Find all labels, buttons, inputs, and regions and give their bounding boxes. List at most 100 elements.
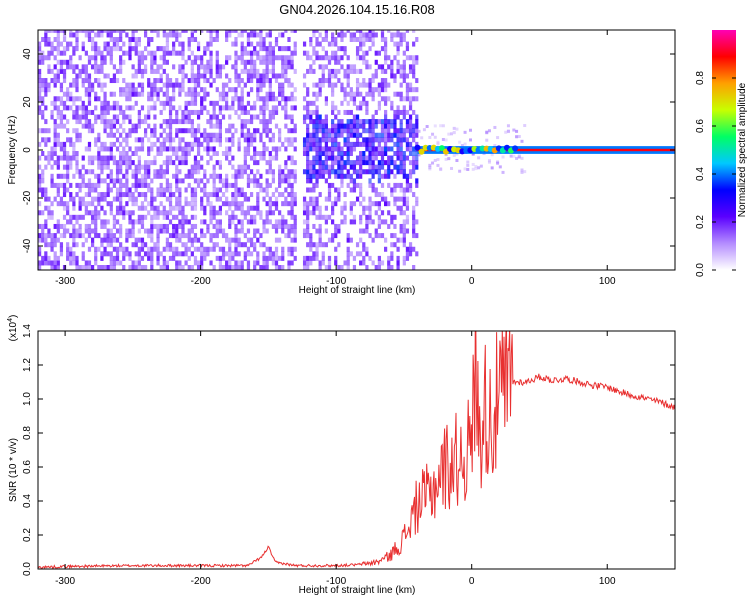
heatmap-cell [97, 132, 101, 138]
heatmap-cell [122, 182, 126, 188]
heatmap-cell [355, 141, 360, 147]
heatmap-cell [368, 201, 372, 207]
heatmap-cell [75, 214, 79, 220]
heatmap-cell [38, 187, 42, 193]
heatmap-cell [147, 201, 151, 207]
heatmap-cell [271, 223, 275, 229]
heatmap-cell [125, 32, 129, 38]
heatmap-cell [234, 41, 238, 47]
heatmap-cell [284, 219, 288, 225]
heatmap-cell [62, 151, 67, 156]
heatmap-cell [109, 210, 113, 216]
heatmap-cell [147, 251, 151, 257]
heatmap-cell [119, 182, 123, 188]
heatmap-cell [106, 73, 110, 79]
heatmap-cell [396, 151, 400, 156]
heatmap-cell [234, 68, 238, 74]
heatmap-cell [334, 105, 338, 111]
heatmap-cell [72, 255, 76, 261]
heatmap-cell [115, 228, 120, 234]
heatmap-cell [324, 32, 328, 38]
heatmap-cell [200, 246, 204, 252]
heatmap-cell [284, 114, 288, 120]
snr-panel: -300 -200 -100 0 100 0.00.20.40.60.81.01.21.… [7, 315, 676, 596]
heatmap-cell [190, 123, 194, 129]
heatmap-cell [193, 55, 198, 61]
heatmap-cell [137, 228, 141, 234]
x-tick-label: -100 [326, 276, 346, 287]
heatmap-cell [334, 169, 338, 175]
heatmap-cell [501, 170, 505, 174]
heatmap-cell [256, 237, 260, 243]
heatmap-cell [374, 228, 378, 234]
heatmap-cell [75, 73, 79, 79]
heatmap-cell [119, 164, 123, 170]
heatmap-cell [290, 228, 294, 234]
heatmap-cell [274, 251, 279, 257]
heatmap-cell [452, 126, 456, 130]
heatmap-cell [115, 251, 120, 257]
heatmap-cell [234, 201, 238, 207]
heatmap-cell [172, 223, 176, 229]
heatmap-cell [62, 100, 67, 106]
heatmap-cell [485, 131, 489, 135]
heatmap-cell [203, 137, 207, 143]
heatmap-cell [78, 201, 82, 207]
heatmap-cell [165, 59, 170, 65]
heatmap-cell [212, 233, 216, 239]
heatmap-cell [47, 260, 51, 266]
heatmap-cell [231, 251, 235, 257]
heatmap-cell [150, 233, 154, 239]
heatmap-cell [352, 160, 357, 166]
heatmap-cell [103, 46, 107, 52]
heatmap-cell [187, 265, 191, 270]
heatmap-cell [106, 233, 110, 239]
heatmap-cell [90, 214, 95, 220]
heatmap-cell [477, 156, 481, 160]
heatmap-cell [75, 114, 79, 120]
heatmap-cell [131, 128, 135, 134]
heatmap-cell [66, 187, 70, 193]
heatmap-cell [256, 114, 260, 120]
heatmap-cell [302, 41, 307, 47]
heatmap-cell [209, 59, 213, 65]
heatmap-cell [128, 132, 132, 138]
heatmap-cell [106, 50, 110, 56]
heatmap-cell [62, 73, 67, 79]
heatmap-cell [393, 141, 397, 147]
heatmap-cell [78, 73, 82, 79]
heatmap-cell [56, 68, 60, 74]
heatmap-cell [206, 251, 210, 257]
heatmap-cell [72, 214, 76, 220]
heatmap-cell [380, 123, 385, 129]
heatmap-cell [355, 114, 360, 120]
heatmap-cell [193, 192, 198, 198]
heatmap-cell [259, 151, 263, 156]
heatmap-cell [318, 119, 322, 125]
heatmap-cell [349, 68, 353, 74]
heatmap-cell [393, 41, 397, 47]
heatmap-cell [62, 68, 67, 74]
heatmap-cell [100, 87, 104, 93]
heatmap-cell [150, 146, 154, 152]
heatmap-cell [143, 178, 148, 184]
heatmap-cell [44, 196, 48, 202]
heatmap-cell [196, 46, 201, 52]
heatmap-cell [215, 32, 219, 38]
heatmap-cell [262, 73, 266, 79]
heatmap-cell [209, 73, 213, 79]
heatmap-cell [337, 146, 341, 152]
heatmap-cell [175, 228, 179, 234]
heatmap-cell [175, 169, 179, 175]
heatmap-cell [504, 130, 508, 134]
heatmap-cell [221, 105, 226, 111]
heatmap-cell [359, 187, 363, 193]
heatmap-cell [271, 178, 275, 184]
heatmap-cell [137, 205, 141, 211]
heatmap-cell [184, 109, 188, 115]
heatmap-cell [66, 210, 70, 216]
heatmap-cell [412, 146, 416, 152]
heatmap-cell [128, 265, 132, 270]
heatmap-cell [368, 91, 372, 97]
heatmap-cell [172, 228, 176, 234]
